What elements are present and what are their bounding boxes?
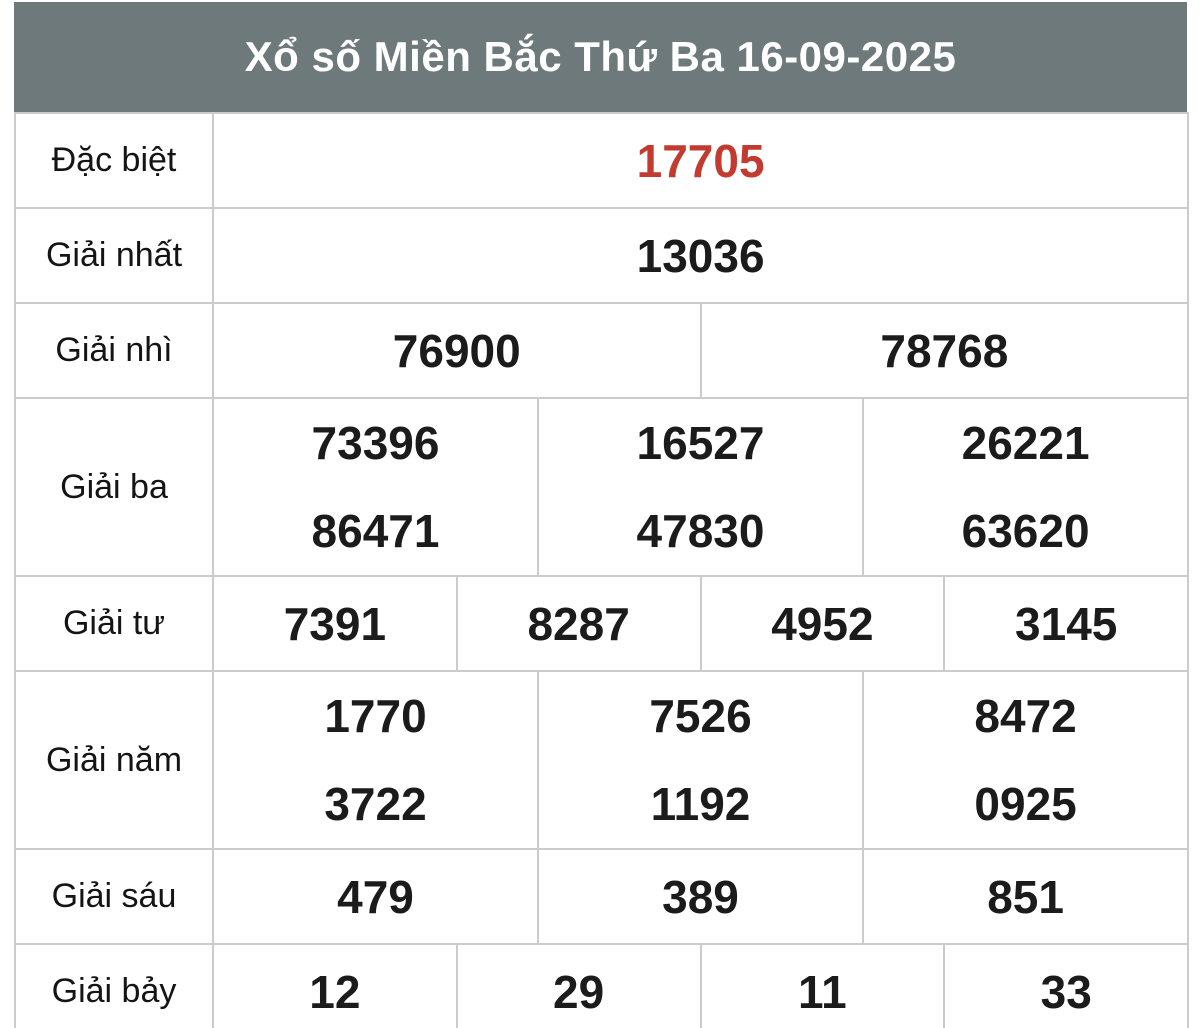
prize-number: 7391 [283, 597, 387, 650]
prize-number-cell: 389 [537, 848, 864, 945]
prize-number-cell: 12 [212, 943, 458, 1028]
prize-number-cell: 73396 86471 [212, 397, 539, 577]
prize-number-cell: 78768 [699, 302, 1190, 399]
table-row: Giải ba 73396 86471 16527 47830 26221 63620 [14, 397, 1190, 577]
prize-number: 8472 [974, 690, 1077, 742]
table-row: Giải tư 7391 8287 4952 3145 [14, 575, 1190, 672]
prize-label: Giải bảy [14, 943, 214, 1028]
prize-label: Giải ba [14, 397, 214, 577]
prize-number: 479 [337, 870, 414, 923]
prize-number: 16527 [636, 417, 765, 469]
prize-number: 8287 [527, 597, 630, 650]
prize-number-cell: 29 [455, 943, 702, 1028]
prize-number: 1192 [650, 778, 751, 830]
prize-label: Giải tư [14, 575, 214, 672]
table-row: Giải bảy 12 29 11 33 [14, 943, 1190, 1028]
prize-number: 13036 [636, 229, 765, 282]
prize-number-cell: 17705 [211, 112, 1190, 209]
prize-label: Giải sáu [14, 848, 214, 945]
prize-number: 63620 [961, 505, 1090, 557]
prize-number-cell: 16527 47830 [537, 397, 864, 577]
prize-number-cell: 76900 [212, 302, 702, 399]
prize-number: 851 [987, 870, 1064, 923]
prize-number: 1770 [324, 690, 427, 742]
prize-number: 389 [662, 870, 739, 923]
table-row: Giải năm 1770 3722 7526 1192 8472 0925 [14, 670, 1190, 850]
prize-number-cell: 479 [212, 848, 539, 945]
prize-number-cell: 1770 3722 [212, 670, 539, 850]
header-bar: Xổ số Miền Bắc Thứ Ba 16-09-2025 [14, 2, 1187, 112]
prize-number: 11 [798, 965, 847, 1018]
prize-number-cell: 33 [943, 943, 1190, 1028]
prize-number: 86471 [311, 505, 440, 557]
prize-number: 76900 [392, 324, 521, 377]
prize-number: 29 [553, 965, 605, 1018]
prize-label: Đặc biệt [14, 112, 214, 209]
results-table: Đặc biệt 17705 Giải nhất 13036 Giải nhì 76900… [14, 112, 1190, 1028]
prize-number: 4952 [771, 597, 874, 650]
prize-number-cell: 11 [699, 943, 946, 1028]
prize-number-cell: 26221 63620 [861, 397, 1190, 577]
prize-number: 73396 [311, 417, 440, 469]
prize-number: 12 [309, 965, 361, 1018]
prize-number-cell: 4952 [699, 575, 946, 672]
prize-number: 7526 [649, 690, 752, 742]
prize-number-cell: 7391 [212, 575, 458, 672]
prize-label: Giải nhất [14, 207, 214, 304]
prize-number: 3722 [324, 778, 427, 830]
prize-number: 3145 [1015, 597, 1118, 650]
prize-number-cell: 13036 [211, 207, 1190, 304]
table-row: Giải nhì 76900 78768 [14, 302, 1190, 399]
table-row: Giải sáu 479 389 851 [14, 848, 1190, 945]
page-title: Xổ số Miền Bắc Thứ Ba 16-09-2025 [244, 33, 957, 80]
table-row: Đặc biệt 17705 [14, 112, 1190, 209]
prize-number: 26221 [961, 417, 1090, 469]
prize-label: Giải năm [14, 670, 214, 850]
prize-number: 78768 [880, 324, 1009, 377]
prize-label: Giải nhì [14, 302, 214, 399]
prize-number-cell: 851 [861, 848, 1190, 945]
prize-number-cell: 8287 [455, 575, 702, 672]
prize-number: 47830 [636, 505, 765, 557]
table-row: Giải nhất 13036 [14, 207, 1190, 304]
prize-number-cell: 7526 1192 [537, 670, 864, 850]
prize-number-cell: 8472 0925 [861, 670, 1190, 850]
prize-number: 0925 [974, 778, 1077, 830]
prize-number: 17705 [636, 134, 765, 187]
prize-number-cell: 3145 [943, 575, 1190, 672]
prize-number: 33 [1040, 965, 1092, 1018]
